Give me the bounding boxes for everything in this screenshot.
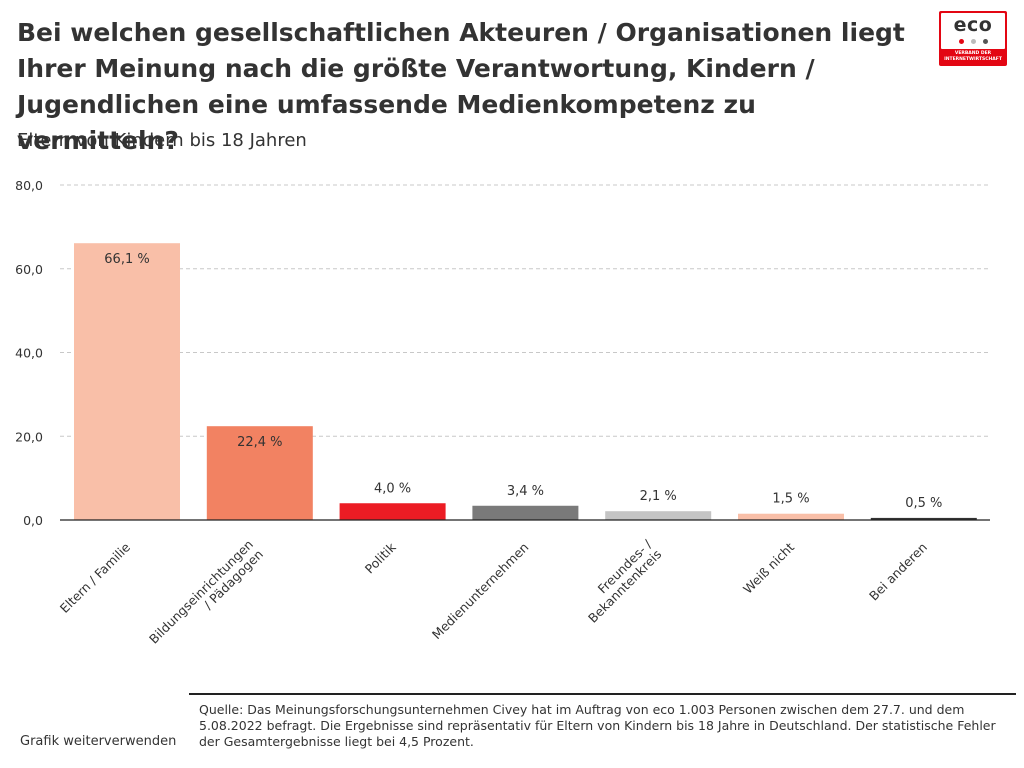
data-label: 66,1 %: [104, 252, 149, 267]
logo-wordmark: eco: [953, 14, 993, 36]
page-title: Bei welchen gesellschaftlichen Akteuren …: [17, 18, 905, 155]
y-tick-label: 40,0: [15, 346, 43, 361]
bar: [870, 517, 977, 520]
bar: [74, 243, 180, 521]
data-label: 1,5 %: [772, 492, 809, 507]
logo-badge: eco: [941, 13, 1005, 49]
data-label: 22,4 %: [237, 435, 282, 450]
y-tick-label: 20,0: [15, 429, 43, 444]
eco-logo: eco VERBAND DER INTERNETWIRTSCHAFT: [939, 11, 1007, 66]
reuse-graphic-link[interactable]: Grafik weiterverwenden: [20, 734, 177, 749]
data-label: 3,4 %: [507, 484, 544, 499]
bar: [206, 426, 313, 520]
x-tick-label: Bei anderen: [866, 540, 930, 604]
x-tick-label: Bildungseinrichtungen/ Pädagogen: [146, 537, 266, 657]
data-label: 2,1 %: [640, 489, 677, 504]
x-tick-label: Weiß nicht: [740, 539, 797, 596]
source-note: Quelle: Das Meinungsforschungsunternehme…: [199, 702, 996, 749]
bar-chart: 0,0 20,0 40,0 60,0 80,0 66,1 % Eltern / Famili…: [15, 178, 990, 657]
chart-subtitle: Eltern von Kindern bis 18 Jahren: [17, 130, 307, 151]
footer-divider: [189, 693, 1016, 695]
x-tick-label: Medienunternehmen: [429, 540, 532, 643]
x-tick-label: Eltern / Familie: [57, 539, 134, 616]
data-label: 4,0 %: [374, 481, 411, 496]
logo-dots: [941, 39, 1005, 45]
y-tick-label: 60,0: [15, 262, 43, 277]
bar: [605, 511, 712, 520]
data-label: 0,5 %: [905, 496, 942, 511]
bar: [738, 513, 844, 520]
bar: [472, 505, 579, 520]
logo-tagline: VERBAND DER INTERNETWIRTSCHAFT: [944, 51, 1002, 62]
y-tick-label: 0,0: [23, 513, 43, 528]
y-tick-label: 80,0: [15, 178, 43, 193]
bar: [339, 503, 446, 520]
x-tick-label: Politik: [362, 539, 400, 577]
x-tick-label: Freundes- /Bekanntenkreis: [575, 536, 665, 626]
